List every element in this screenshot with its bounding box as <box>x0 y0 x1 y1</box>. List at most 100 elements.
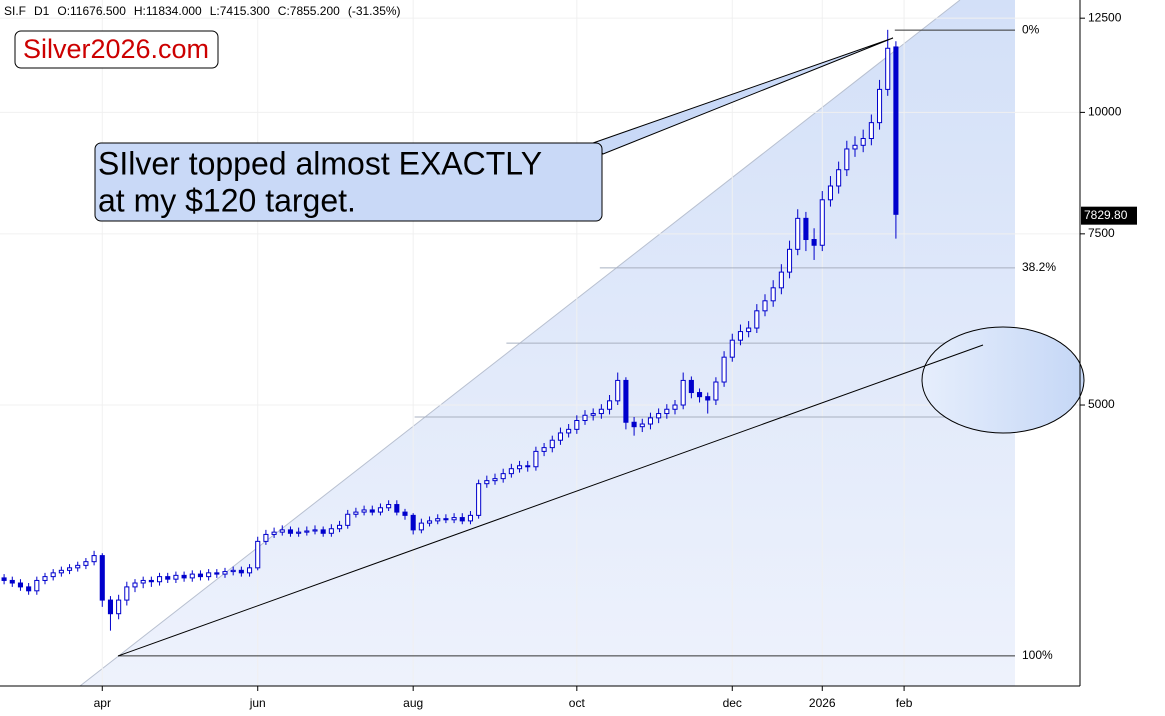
x-tick-label: 2026 <box>809 696 836 710</box>
candle-body <box>533 450 539 468</box>
candle-body <box>607 400 613 410</box>
fib-label: 0% <box>1022 22 1040 36</box>
axis-labels: 5000 7500 10000 12500 apr jun aug oct dec 2026 feb… <box>94 10 1137 710</box>
candle-body <box>279 529 285 533</box>
candle-body <box>639 423 645 428</box>
candle-body <box>361 509 367 513</box>
candle-body <box>893 46 899 215</box>
candle-body <box>787 248 793 273</box>
candle-body <box>746 327 752 333</box>
candle-body <box>9 579 15 584</box>
candle-body <box>296 531 302 534</box>
candle-body <box>680 379 686 406</box>
candle-body <box>459 517 465 522</box>
candle-body <box>312 529 318 532</box>
candle-body <box>410 514 416 531</box>
candle-body <box>647 417 654 425</box>
candle-body <box>508 468 514 475</box>
candle-body <box>557 432 564 441</box>
candle-body <box>328 528 334 534</box>
candle-body <box>132 582 138 588</box>
candle-body <box>574 420 580 430</box>
annotation-line: SIlver topped almost EXACTLY <box>98 145 542 181</box>
candle-body <box>705 396 711 401</box>
candle-body <box>50 572 56 578</box>
candle-body <box>148 579 154 583</box>
candle-body <box>418 522 424 531</box>
candle-body <box>623 379 629 423</box>
candle-body <box>124 586 130 601</box>
header-field: H:11834.000 <box>134 4 202 18</box>
callout-box <box>94 142 603 222</box>
candle-body <box>230 569 236 573</box>
candle-body <box>451 517 457 521</box>
candle-body <box>517 465 523 470</box>
candle-body <box>590 413 596 416</box>
candle-body <box>697 392 703 398</box>
y-tick-label: 10000 <box>1088 105 1122 119</box>
candle-body <box>304 530 310 533</box>
price-tag-label: 7829.80 <box>1084 208 1128 222</box>
candle-body <box>672 404 678 410</box>
candle-body <box>181 574 187 579</box>
candle-body <box>238 569 244 574</box>
x-tick-label: dec <box>723 696 742 710</box>
candle-body <box>402 511 408 516</box>
candle-body <box>99 555 105 601</box>
x-tick-label: apr <box>94 696 111 710</box>
candle-body <box>885 47 891 90</box>
candle-body <box>337 524 343 530</box>
candle-body <box>255 540 261 569</box>
candle-body <box>737 331 744 341</box>
candle-body <box>1 577 7 581</box>
header-field: D1 <box>34 4 50 18</box>
candle-body <box>467 514 473 522</box>
candle-body <box>353 511 359 515</box>
candle-body <box>197 573 203 578</box>
candle-body <box>157 576 163 583</box>
candle-body <box>549 439 555 449</box>
candle-body <box>819 199 825 246</box>
target-ellipse <box>921 326 1085 434</box>
candle-body <box>377 507 383 513</box>
candle-body <box>525 465 531 468</box>
candle-body <box>541 447 547 452</box>
candle-body <box>762 300 768 312</box>
candle-body <box>140 579 146 584</box>
candle-body <box>803 217 809 241</box>
trend-line <box>117 344 984 657</box>
header-field: L:7415.300 <box>210 4 270 18</box>
candle-body <box>664 408 670 415</box>
candle-body <box>394 504 400 513</box>
candle-body <box>852 144 858 150</box>
candle-body <box>214 572 220 575</box>
candle-body <box>189 573 195 579</box>
fib-label: 100% <box>1022 648 1053 662</box>
candle-body <box>615 379 621 402</box>
price-tag <box>1081 206 1137 225</box>
candle-body <box>713 381 719 401</box>
candle-body <box>26 586 32 592</box>
candle-body <box>721 356 727 383</box>
y-tick-label: 5000 <box>1088 397 1115 411</box>
header-field: C:7855.200 <box>278 4 340 18</box>
candle-body <box>91 555 97 563</box>
logo: Silver2026.com <box>23 34 209 64</box>
x-tick-label: feb <box>896 696 913 710</box>
candle-body <box>688 379 694 394</box>
candle-body <box>492 478 498 482</box>
candle-body <box>631 421 637 428</box>
candle-body <box>165 576 171 580</box>
candle-body <box>271 531 277 535</box>
candle-body <box>877 88 883 124</box>
candle-body <box>500 473 506 480</box>
candle-body <box>435 518 441 522</box>
header: SI.F D1 O:11676.500 H:11834.000 L:7415.300 C:… <box>4 4 401 18</box>
candle-body <box>320 529 326 534</box>
candle-body <box>443 518 449 521</box>
candle-body <box>476 483 482 516</box>
candle-body <box>656 413 662 419</box>
candle-body <box>83 561 89 566</box>
candle-body <box>263 533 269 542</box>
